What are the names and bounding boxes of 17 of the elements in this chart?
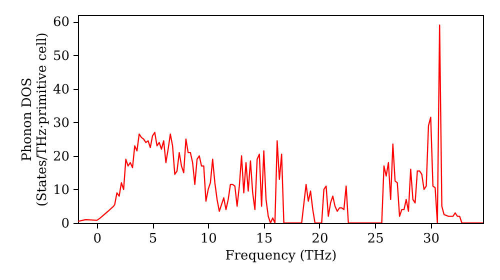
x-axis-title: Frequency (THz) [225,248,337,264]
y-axis-title: Phonon DOS (States/THz·primitive cell) [20,32,50,207]
x-tick-label: 5 [148,232,158,246]
x-tick-label: 10 [200,232,217,246]
y-tick-label: 20 [52,149,70,164]
y-tick-label: 0 [61,216,70,232]
y-tick-label: 40 [52,82,70,98]
x-tick-label: 0 [93,232,102,246]
line-series [78,24,483,223]
y-tick-label: 50 [52,48,70,64]
x-tick-label: 15 [256,232,273,246]
x-tick-label: 30 [422,232,440,246]
x-tick-label: 20 [312,232,328,246]
y-tick-label: 30 [52,116,70,131]
y-tick-label: 10 [52,182,70,198]
y-tick-label: 60 [52,15,70,30]
x-tick-label: 25 [367,232,384,246]
